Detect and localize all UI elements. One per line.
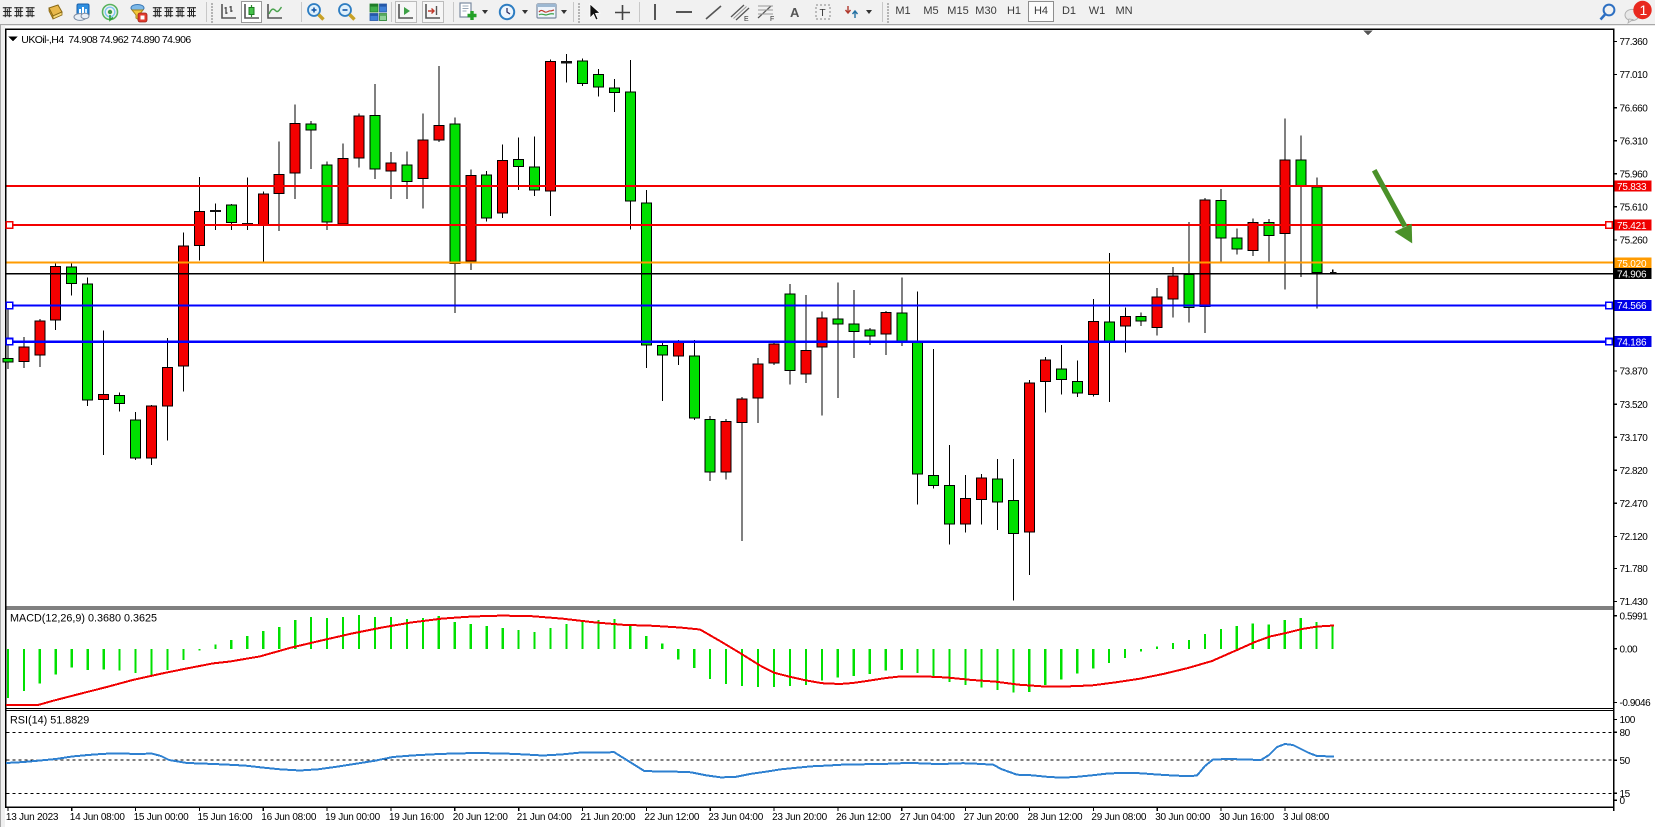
svg-text:50: 50 — [1620, 756, 1631, 767]
svg-text:77.360: 77.360 — [1620, 37, 1649, 48]
svg-text:73.520: 73.520 — [1620, 400, 1649, 411]
svg-text:UKOil-,H4 74.908 74.962 74.89: UKOil-,H4 74.908 74.962 74.890 74.906 — [21, 34, 191, 46]
svg-text:16 Jun 08:00: 16 Jun 08:00 — [261, 812, 317, 823]
svg-text:15 Jun 16:00: 15 Jun 16:00 — [198, 812, 254, 823]
svg-text:15 Jun 00:00: 15 Jun 00:00 — [134, 812, 190, 823]
svg-text:72.820: 72.820 — [1620, 466, 1649, 477]
svg-text:74.566: 74.566 — [1617, 301, 1647, 312]
svg-text:73.870: 73.870 — [1620, 367, 1649, 378]
svg-text:76.310: 76.310 — [1620, 136, 1649, 147]
svg-text:RSI(14) 51.8829: RSI(14) 51.8829 — [10, 715, 89, 727]
svg-text:75.260: 75.260 — [1620, 235, 1649, 246]
svg-text:21 Jun 04:00: 21 Jun 04:00 — [517, 812, 573, 823]
svg-text:75.833: 75.833 — [1617, 182, 1647, 193]
svg-text:74.906: 74.906 — [1617, 269, 1647, 280]
svg-text:71.430: 71.430 — [1620, 597, 1649, 608]
svg-text:19 Jun 16:00: 19 Jun 16:00 — [389, 812, 445, 823]
svg-text:-0.9046: -0.9046 — [1620, 698, 1652, 709]
svg-text:26 Jun 12:00: 26 Jun 12:00 — [836, 812, 892, 823]
svg-text:0: 0 — [1620, 796, 1626, 807]
svg-text:71.780: 71.780 — [1620, 564, 1649, 575]
svg-text:1: 1 — [1640, 2, 1648, 18]
svg-text:29 Jun 08:00: 29 Jun 08:00 — [1091, 812, 1147, 823]
svg-text:74.186: 74.186 — [1617, 338, 1647, 349]
svg-text:75.610: 75.610 — [1620, 202, 1649, 213]
svg-text:14 Jun 08:00: 14 Jun 08:00 — [70, 812, 126, 823]
svg-text:28 Jun 12:00: 28 Jun 12:00 — [1028, 812, 1084, 823]
svg-text:27 Jun 04:00: 27 Jun 04:00 — [900, 812, 956, 823]
svg-text:0.5991: 0.5991 — [1620, 611, 1649, 622]
svg-text:20 Jun 12:00: 20 Jun 12:00 — [453, 812, 509, 823]
svg-text:73.170: 73.170 — [1620, 433, 1649, 444]
svg-text:21 Jun 20:00: 21 Jun 20:00 — [581, 812, 637, 823]
svg-text:75.960: 75.960 — [1620, 169, 1649, 180]
svg-text:75.421: 75.421 — [1617, 221, 1647, 232]
svg-text:80: 80 — [1620, 728, 1631, 739]
svg-text:77.010: 77.010 — [1620, 70, 1649, 81]
svg-text:23 Jun 20:00: 23 Jun 20:00 — [772, 812, 828, 823]
svg-text:76.660: 76.660 — [1620, 103, 1649, 114]
svg-text:30 Jun 16:00: 30 Jun 16:00 — [1219, 812, 1275, 823]
svg-text:15: 15 — [1620, 789, 1631, 800]
svg-text:0.00: 0.00 — [1620, 644, 1639, 655]
svg-text:72.470: 72.470 — [1620, 499, 1649, 510]
svg-text:30 Jun 00:00: 30 Jun 00:00 — [1155, 812, 1211, 823]
svg-text:75.020: 75.020 — [1617, 259, 1647, 270]
svg-text:22 Jun 12:00: 22 Jun 12:00 — [644, 812, 700, 823]
svg-text:MACD(12,26,9) 0.3680 0.3625: MACD(12,26,9) 0.3680 0.3625 — [10, 613, 157, 625]
svg-text:13 Jun 2023: 13 Jun 2023 — [6, 812, 59, 823]
svg-text:T: T — [820, 8, 826, 19]
svg-text:27 Jun 20:00: 27 Jun 20:00 — [964, 812, 1020, 823]
svg-text:100: 100 — [1620, 715, 1636, 726]
svg-text:23 Jun 04:00: 23 Jun 04:00 — [708, 812, 764, 823]
svg-text:E: E — [744, 16, 749, 22]
svg-text:F: F — [770, 16, 774, 22]
svg-text:72.120: 72.120 — [1620, 532, 1649, 543]
svg-text:19 Jun 00:00: 19 Jun 00:00 — [325, 812, 381, 823]
svg-text:3 Jul 08:00: 3 Jul 08:00 — [1283, 812, 1330, 823]
